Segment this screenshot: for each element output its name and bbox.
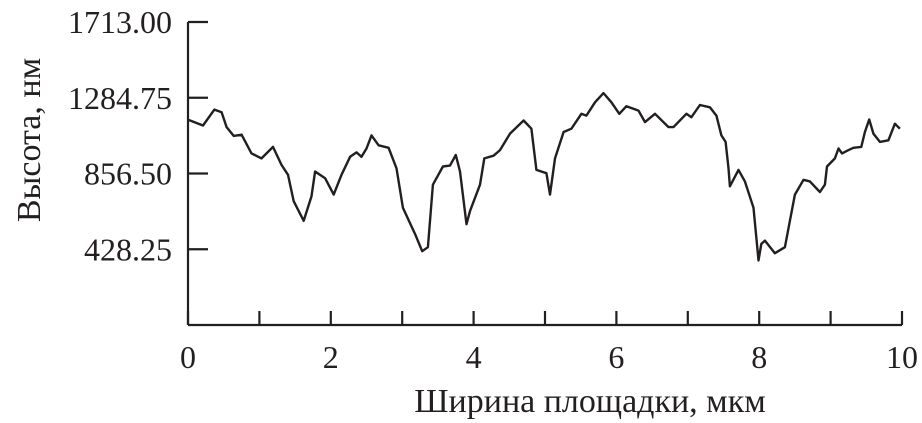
x-tick-label: 10 (886, 339, 918, 375)
ticks (186, 20, 904, 325)
y-tick-label: 856.50 (84, 156, 172, 192)
x-axis-label: Ширина площадки, мкм (414, 383, 765, 420)
y-tick-label: 428.25 (84, 231, 172, 267)
x-tick-label: 0 (180, 339, 196, 375)
x-tick-label: 2 (323, 339, 339, 375)
x-tick-label: 8 (751, 339, 767, 375)
x-tick-label: 6 (608, 339, 624, 375)
tick-labels: 0 2 4 6 8 10 428.25 856.50 1284.75 1713.00 (68, 4, 918, 375)
y-tick-label: 1284.75 (68, 80, 172, 116)
y-axis-label: Высота, нм (11, 58, 48, 222)
y-tick-label: 1713.00 (68, 4, 172, 40)
height-profile-line (187, 91, 901, 262)
x-tick-label: 4 (466, 339, 482, 375)
